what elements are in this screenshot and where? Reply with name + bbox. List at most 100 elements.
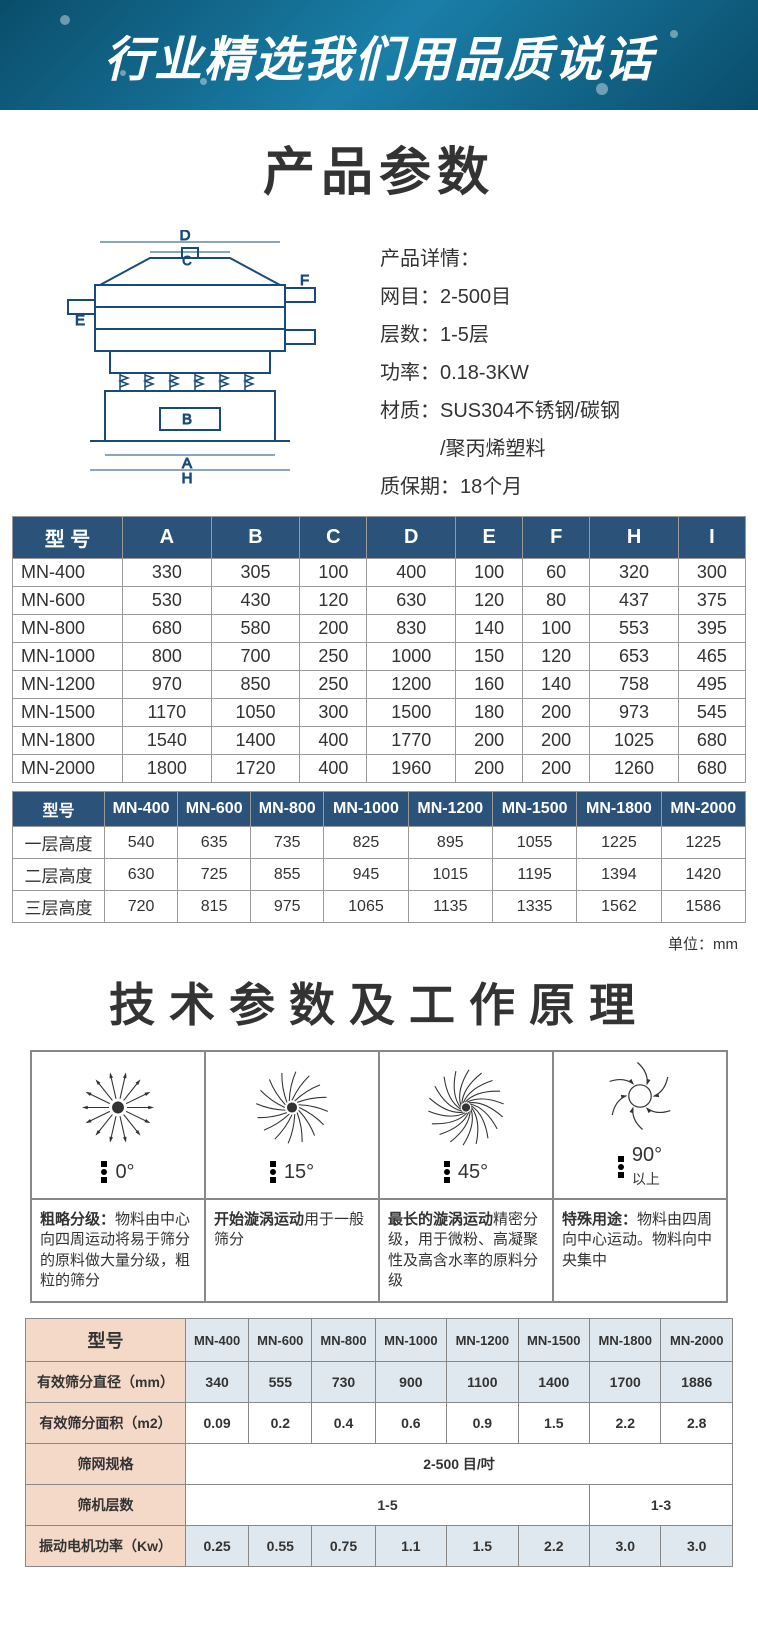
table-row: 筛网规格2-500 目/吋	[26, 1444, 733, 1485]
table-cell: MN-600	[13, 587, 123, 615]
table-cell: 1225	[577, 827, 661, 859]
table-cell: 465	[678, 643, 745, 671]
table-row: 型号MN-400MN-600MN-800MN-1000MN-1200MN-150…	[26, 1319, 733, 1362]
table-cell: 120	[523, 643, 590, 671]
table-cell: 1400	[518, 1362, 589, 1403]
table-cell: 1540	[123, 727, 212, 755]
table-cell: 630	[367, 587, 456, 615]
table-cell: MN-600	[249, 1319, 312, 1362]
angle-value: 45°	[458, 1161, 488, 1184]
table-cell: 60	[523, 559, 590, 587]
table-cell: 1420	[661, 859, 745, 891]
table-cell: 630	[105, 859, 178, 891]
principle-diagram-cell: 15°	[205, 1051, 379, 1199]
table-cell: MN-400	[13, 559, 123, 587]
table-cell: 1586	[661, 891, 745, 923]
table-cell: 895	[408, 827, 492, 859]
height-header: MN-600	[178, 792, 251, 827]
table-cell: 305	[211, 559, 300, 587]
table-cell: 545	[678, 699, 745, 727]
table-cell: MN-2000	[661, 1319, 733, 1362]
table-cell: 1055	[492, 827, 576, 859]
table-cell: 1.5	[518, 1403, 589, 1444]
table-cell: 250	[300, 671, 367, 699]
table-cell: 2.2	[518, 1526, 589, 1567]
layers-value: 1-5层	[440, 324, 489, 346]
table-row: MN-20001800172040019602002001260680	[13, 755, 746, 783]
product-details: 产品详情： 网目：2-500目 层数：1-5层 功率：0.18-3KW 材质：S…	[380, 230, 738, 506]
table-cell: 1400	[211, 727, 300, 755]
table-cell: 825	[324, 827, 408, 859]
table-cell: MN-1000	[375, 1319, 446, 1362]
table-cell: 725	[178, 859, 251, 891]
table-cell: 200	[456, 755, 523, 783]
table-cell: 0.75	[312, 1526, 375, 1567]
table-cell: MN-2000	[13, 755, 123, 783]
table-row: 三层高度72081597510651135133515621586	[13, 891, 746, 923]
table-cell: 800	[123, 643, 212, 671]
height-header: MN-1200	[408, 792, 492, 827]
table-cell: 855	[251, 859, 324, 891]
table-row: MN-800680580200830140100553395	[13, 615, 746, 643]
table-cell: 3.0	[590, 1526, 661, 1567]
table-cell: 0.9	[447, 1403, 518, 1444]
table-cell: 有效筛分面积（m2）	[26, 1403, 186, 1444]
table-cell: 2-500 目/吋	[186, 1444, 733, 1485]
table-cell: 555	[249, 1362, 312, 1403]
table-cell: 0.09	[186, 1403, 249, 1444]
spec-header: A	[123, 517, 212, 559]
table-row: 有效筛分面积（m2）0.090.20.40.60.91.52.22.8	[26, 1403, 733, 1444]
table-cell: 540	[105, 827, 178, 859]
svg-text:B: B	[182, 411, 192, 428]
power-value: 0.18-3KW	[440, 362, 529, 384]
table-cell: 0.4	[312, 1403, 375, 1444]
mesh-label: 网目：	[380, 278, 440, 316]
table-cell: MN-800	[13, 615, 123, 643]
table-cell: 有效筛分直径（mm）	[26, 1362, 186, 1403]
table-cell: 850	[211, 671, 300, 699]
table-cell: 100	[523, 615, 590, 643]
table-cell: 340	[186, 1362, 249, 1403]
angle-value: 90°以上	[632, 1144, 662, 1190]
height-header: 型号	[13, 792, 105, 827]
table-cell: 2.2	[590, 1403, 661, 1444]
principle-desc-cell: 粗略分级：物料由中心向四周运动将易于筛分的原料做大量分级，粗粒的筛分	[31, 1199, 205, 1302]
table-cell: 680	[678, 755, 745, 783]
table-cell: 型号	[26, 1319, 186, 1362]
table-cell: 200	[523, 727, 590, 755]
table-cell: 580	[211, 615, 300, 643]
table-cell: 720	[105, 891, 178, 923]
table-cell: 430	[211, 587, 300, 615]
spec-header: F	[523, 517, 590, 559]
table-cell: 970	[123, 671, 212, 699]
table-row: MN-60053043012063012080437375	[13, 587, 746, 615]
table-cell: 140	[523, 671, 590, 699]
table-cell: 1135	[408, 891, 492, 923]
unit-note: 单位：mm	[0, 931, 758, 954]
table-cell: MN-1500	[13, 699, 123, 727]
table-cell: 530	[123, 587, 212, 615]
angle-value: 0°	[115, 1161, 134, 1184]
svg-text:F: F	[300, 272, 309, 289]
table-cell: 1195	[492, 859, 576, 891]
table-cell: 2.8	[661, 1403, 733, 1444]
spec-header: I	[678, 517, 745, 559]
banner-title: 行业精选我们用品质说话	[104, 20, 654, 90]
section-title-tech: 技术参数及工作原理	[0, 969, 758, 1035]
table-row: MN-40033030510040010060320300	[13, 559, 746, 587]
principle-desc-cell: 特殊用途：物料由四周向中心运动。物料向中央集中	[553, 1199, 727, 1302]
table-cell: 437	[590, 587, 679, 615]
table-cell: 973	[590, 699, 679, 727]
table-cell: 945	[324, 859, 408, 891]
table-cell: 1-3	[590, 1485, 733, 1526]
table-cell: MN-1800	[590, 1319, 661, 1362]
table-cell: 200	[300, 615, 367, 643]
height-header: MN-1800	[577, 792, 661, 827]
material-value: SUS304不锈钢/碳钢	[440, 400, 620, 422]
table-cell: 900	[375, 1362, 446, 1403]
table-cell: 1170	[123, 699, 212, 727]
table-cell: 1100	[447, 1362, 518, 1403]
svg-text:E: E	[75, 312, 85, 329]
table-cell: 1200	[367, 671, 456, 699]
table-cell: 1700	[590, 1362, 661, 1403]
